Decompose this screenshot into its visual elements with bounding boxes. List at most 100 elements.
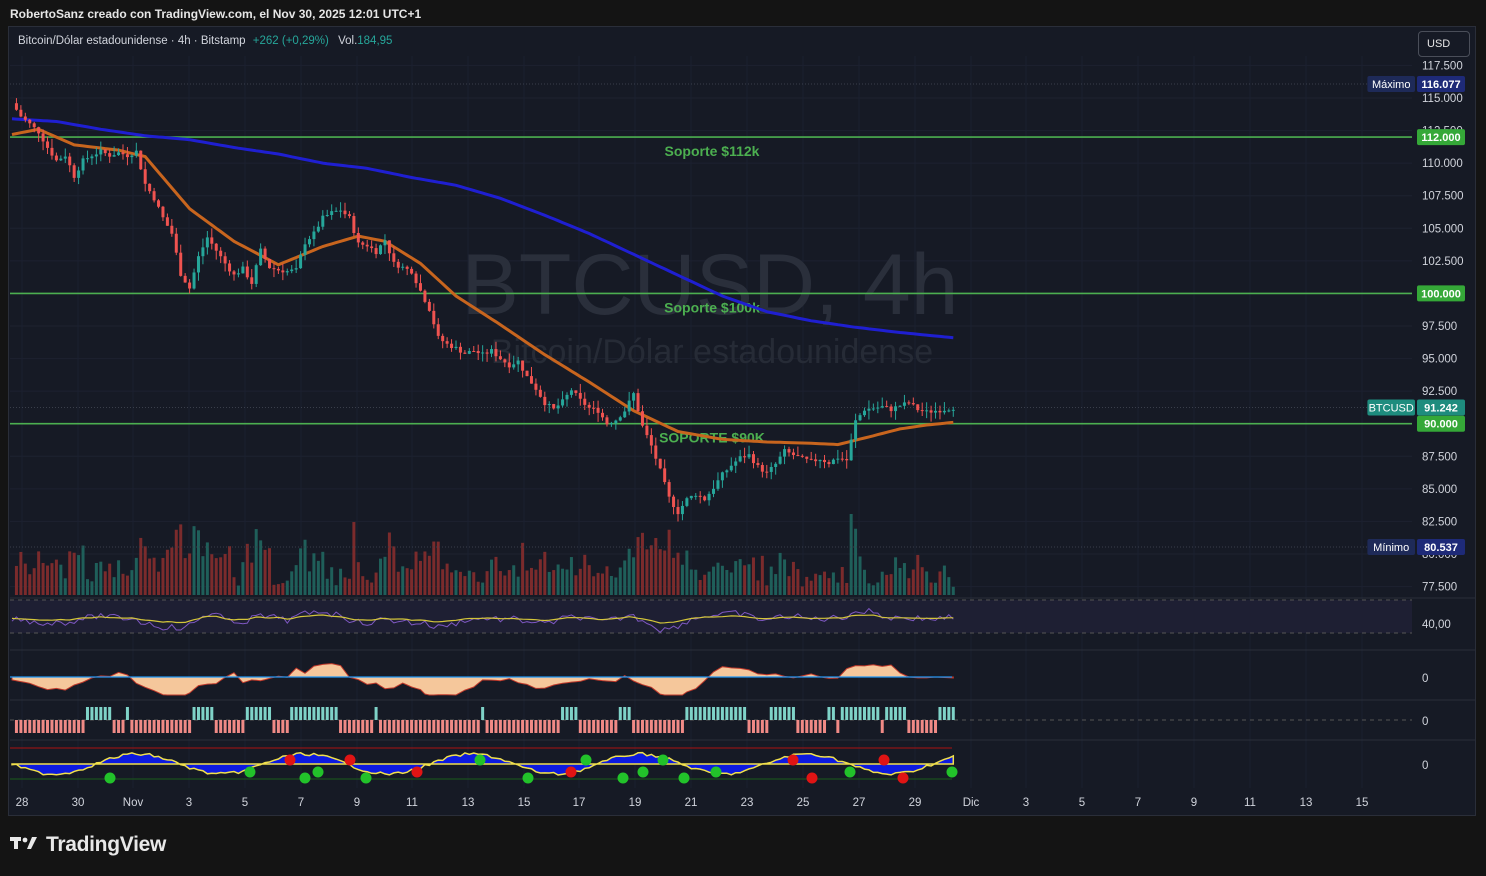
histogram-bar <box>94 707 98 720</box>
candle-body <box>911 403 915 405</box>
histogram-bar <box>791 707 795 720</box>
price-tick: 117.500 <box>1422 60 1463 72</box>
histogram-bar <box>81 720 85 733</box>
candle-body <box>432 310 436 325</box>
signal-dot <box>344 754 356 766</box>
candle-body <box>569 390 573 395</box>
histogram-bar <box>862 707 866 720</box>
candle-body <box>152 191 156 201</box>
candle-body <box>712 488 716 494</box>
currency-button[interactable]: USD <box>1418 31 1470 57</box>
histogram-bar <box>729 707 733 720</box>
histogram-bar <box>525 720 529 733</box>
histogram-bar <box>942 707 946 720</box>
volume-bar <box>405 568 409 595</box>
histogram-bar <box>63 720 67 733</box>
volume-bar <box>77 555 81 595</box>
volume-bar <box>205 542 209 595</box>
candle-body <box>72 165 76 178</box>
volume-bar <box>756 580 760 595</box>
time-tick: 30 <box>72 797 85 809</box>
price-tick: 87.500 <box>1422 451 1457 463</box>
signal-dot <box>244 766 256 778</box>
volume-bar <box>840 567 844 595</box>
volume-bar <box>441 569 445 595</box>
candle-body <box>121 152 125 155</box>
volume-bar <box>725 569 729 595</box>
volume-bar <box>827 578 831 595</box>
candle-body <box>592 407 596 409</box>
candle-body <box>467 351 471 354</box>
volume-bar <box>640 532 644 595</box>
volume-bar <box>862 569 866 595</box>
histogram-bar <box>365 720 369 733</box>
volume-bar <box>214 558 218 595</box>
signal-dot <box>580 754 592 766</box>
histogram-bar <box>800 720 804 733</box>
volume-bar <box>578 568 582 595</box>
candle-body <box>609 423 613 425</box>
candle-body <box>192 272 196 289</box>
volume-label: Vol. <box>338 35 358 47</box>
volume-bar <box>343 577 347 595</box>
volume-bar <box>330 567 334 595</box>
histogram-bar <box>259 707 263 720</box>
histogram-bar <box>694 707 698 720</box>
volume-bar <box>196 530 200 595</box>
histogram-bar <box>569 707 573 720</box>
candle-body <box>418 283 422 291</box>
candle-body <box>339 210 343 212</box>
candle-body <box>214 243 218 251</box>
candle-body <box>743 456 747 458</box>
candle-body <box>818 459 822 462</box>
volume-bar <box>876 582 880 595</box>
histogram-bar <box>596 720 600 733</box>
histogram-bar <box>379 720 383 733</box>
candle-body <box>601 412 605 418</box>
candle-body <box>658 458 662 469</box>
volume-bar <box>583 554 587 595</box>
histogram-bar <box>103 707 107 720</box>
price-tag-label-box <box>1367 399 1415 416</box>
volume-bar <box>183 558 187 595</box>
candle-body <box>228 263 232 272</box>
volume-bar <box>99 561 103 595</box>
histogram-bar <box>383 720 387 733</box>
histogram-bar <box>574 707 578 720</box>
histogram-bar <box>85 707 89 720</box>
time-tick: 13 <box>1300 797 1313 809</box>
candle-body <box>618 417 622 421</box>
candle-body <box>161 206 165 218</box>
candle-body <box>920 410 924 412</box>
histogram-bar <box>37 720 41 733</box>
candle-body <box>272 268 276 270</box>
volume-bar <box>458 571 462 595</box>
volume-bar <box>427 555 431 595</box>
volume-bar <box>334 585 338 595</box>
signal-dot <box>360 772 372 784</box>
histogram-bar <box>587 720 591 733</box>
volume-bar <box>911 569 915 595</box>
histogram-bar <box>845 707 849 720</box>
candle-body <box>445 341 449 344</box>
histogram-bar <box>481 707 485 720</box>
candle-body <box>663 468 667 483</box>
candle-body <box>325 214 329 216</box>
histogram-bar <box>210 707 214 720</box>
candle-body <box>778 456 782 464</box>
histogram-bar <box>325 707 329 720</box>
histogram-bar <box>285 720 289 733</box>
price-tick: 102.500 <box>1422 256 1464 268</box>
time-tick: 13 <box>462 797 475 809</box>
volume-bar <box>143 546 147 595</box>
time-tick: 9 <box>354 797 360 809</box>
histogram-bar <box>578 720 582 733</box>
histogram-bar <box>436 720 440 733</box>
histogram-bar <box>583 720 587 733</box>
candle-body <box>219 250 223 257</box>
volume-bar <box>751 557 755 595</box>
volume-bar <box>254 529 258 595</box>
volume-bar <box>871 585 875 595</box>
candle-body <box>476 351 480 354</box>
